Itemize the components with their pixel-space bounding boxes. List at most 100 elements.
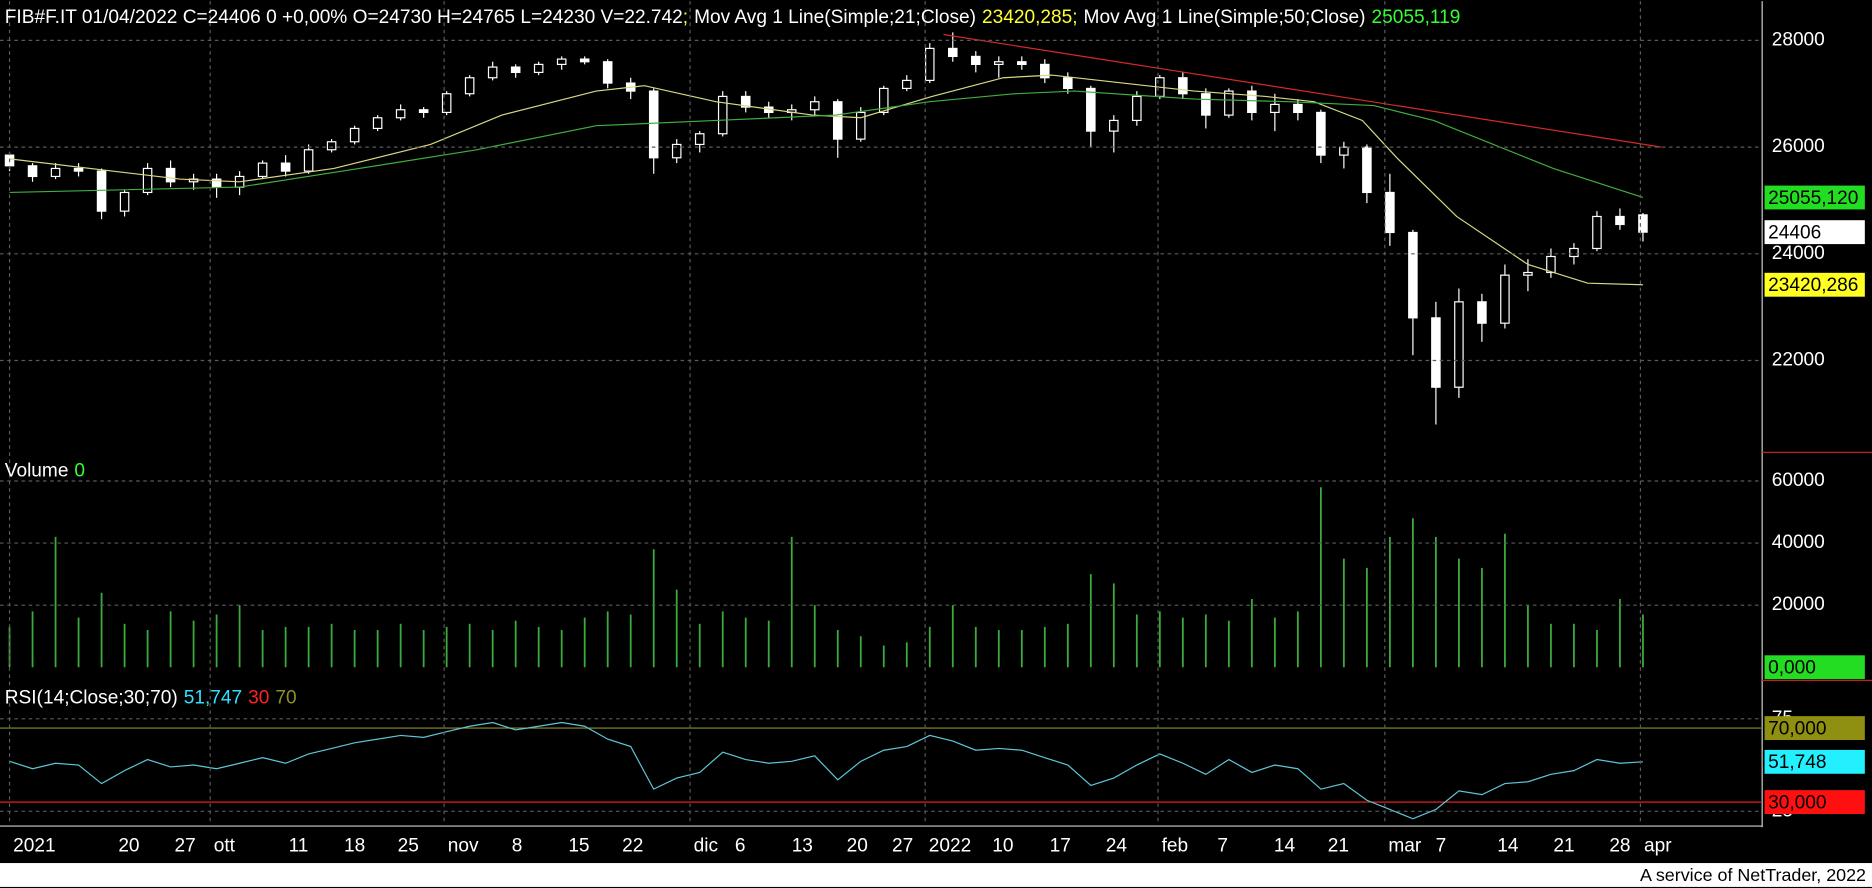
candle-body [50, 167, 61, 178]
candle-body [1109, 119, 1119, 132]
plot-area [0, 721, 1761, 820]
x-tick-label: nov [448, 835, 479, 856]
candle-body [1224, 90, 1234, 116]
y-tick-label: 26000 [1772, 136, 1825, 157]
legend-value: 51,747 [184, 687, 242, 708]
candle-body [1362, 146, 1372, 194]
candle-body [533, 63, 544, 74]
candle-body [1063, 77, 1073, 90]
x-tick-label: 10 [992, 835, 1013, 856]
y-tick-label: 40000 [1772, 532, 1825, 553]
trendline [943, 33, 1662, 148]
line-series [9, 721, 1643, 820]
value-box-label: 25055,120 [1768, 188, 1858, 209]
x-tick-label: 7 [1217, 835, 1228, 856]
value-box-label: 30,000 [1768, 792, 1826, 813]
x-tick-label: 8 [512, 835, 523, 856]
x-tick-label: ott [214, 835, 236, 856]
x-tick-label: 24 [1106, 835, 1128, 856]
x-tick-label: 2021 [13, 835, 55, 856]
y-tick-label: 24000 [1772, 243, 1825, 264]
candle-body [1040, 63, 1050, 79]
candle-body [1270, 103, 1280, 114]
candle-body [671, 143, 682, 159]
value-box-label: 70,000 [1768, 718, 1826, 739]
value-box [1764, 790, 1865, 815]
x-tick-label: 6 [735, 835, 746, 856]
value-box-label: 24406 [1768, 222, 1821, 243]
candle-body [1293, 103, 1303, 114]
value-box-label: 23420,286 [1768, 275, 1858, 296]
candle-body [487, 66, 498, 79]
value-box [1764, 749, 1865, 774]
candle-body [418, 109, 429, 114]
candle-body [740, 95, 751, 108]
chart-header: FIB#F.IT 01/04/2022 C=24406 0 +0,00% O=2… [5, 7, 1461, 28]
legend-entry: RSI(14;Close;30;70) [5, 687, 178, 708]
candle-body [717, 95, 728, 135]
line-series [9, 90, 1644, 199]
separator: ; [1072, 7, 1077, 28]
candle-body [510, 66, 521, 74]
x-tick-label: 15 [568, 835, 589, 856]
x-tick-label: 2022 [929, 835, 971, 856]
candle-body [1086, 87, 1096, 132]
candle-body [994, 61, 1004, 66]
x-tick-label: 18 [344, 835, 365, 856]
candle-body [464, 77, 475, 95]
candle-body [1431, 317, 1441, 388]
x-tick-label: 13 [792, 835, 813, 856]
candle-body [96, 170, 107, 212]
footer: A service of NetTrader, 2022 [1640, 865, 1866, 885]
value-box [1764, 220, 1865, 245]
candle-body [1477, 301, 1487, 324]
x-tick-label: 25 [398, 835, 419, 856]
x-tick-label: 20 [847, 835, 868, 856]
candle-body [303, 149, 314, 172]
candle-body [1569, 247, 1579, 258]
candle-body [648, 90, 659, 159]
candle-body [441, 93, 452, 114]
separator: ; [683, 7, 688, 28]
candle-body [855, 111, 866, 140]
x-tick-label: feb [1162, 835, 1189, 856]
x-tick-label: 21 [1553, 835, 1574, 856]
x-tick-label: 17 [1050, 835, 1071, 856]
candle-body [809, 101, 820, 111]
x-tick-label: 20 [118, 835, 139, 856]
candle-body [119, 191, 130, 212]
background [0, 1, 1872, 864]
candle-body [971, 55, 981, 66]
line-series [9, 74, 1643, 286]
legend-value: 0 [74, 461, 85, 482]
candle-body [326, 141, 337, 151]
legend-value: 23420,285 [982, 7, 1072, 28]
candle-body [349, 127, 360, 143]
candle-body [901, 79, 912, 90]
chart-title: FIB#F.IT 01/04/2022 C=24406 0 +0,00% O=2… [5, 7, 683, 28]
candle-body [1132, 95, 1142, 122]
candle-body [27, 165, 38, 178]
x-tick-label: 22 [622, 835, 643, 856]
value-box [1764, 272, 1865, 297]
candle-body [1339, 146, 1349, 156]
plot-area [8, 487, 1644, 668]
candle-body [1385, 191, 1395, 234]
y-tick-label: 22000 [1772, 350, 1825, 371]
y-tick-label: 60000 [1772, 470, 1825, 491]
candle-body [1523, 271, 1533, 276]
candle-body [924, 47, 935, 82]
candle-body [579, 58, 590, 63]
x-tick-label: apr [1644, 835, 1672, 856]
x-tick-label: mar [1388, 835, 1422, 856]
candle-body [165, 167, 176, 183]
level-label: 70 [275, 687, 296, 708]
candle-body [1408, 231, 1418, 319]
candle-body [1546, 255, 1556, 274]
chart-header: Volume 0 [5, 461, 85, 482]
x-tick-label: 28 [1609, 835, 1630, 856]
candle-body [1638, 214, 1648, 233]
legend-value: 25055,119 [1371, 7, 1460, 28]
